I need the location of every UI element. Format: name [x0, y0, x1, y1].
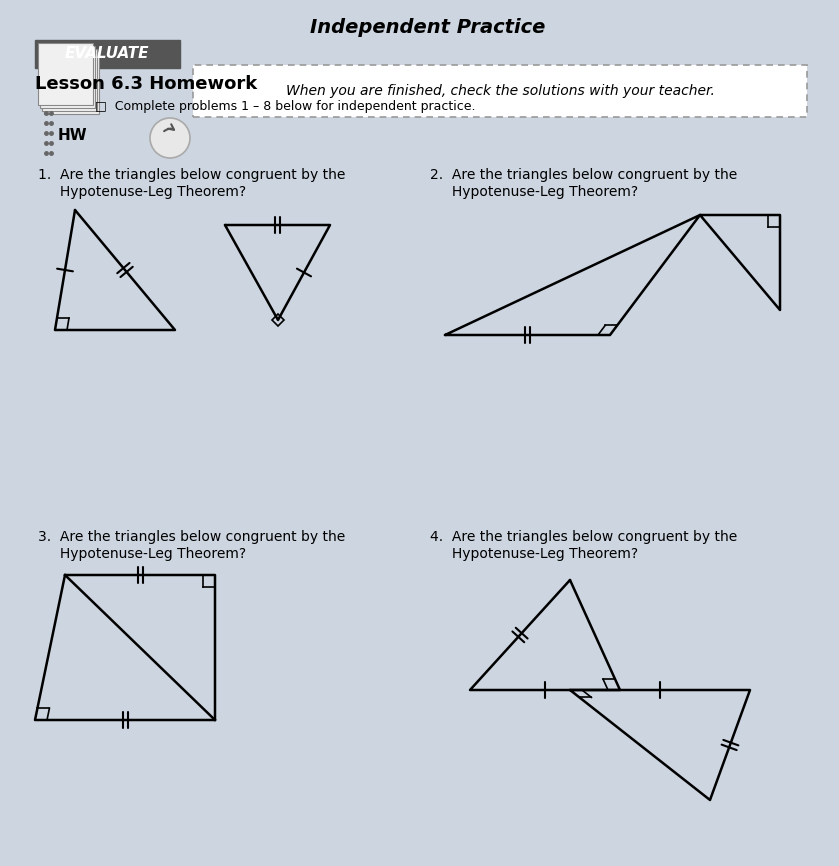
- Text: 2.  Are the triangles below congruent by the: 2. Are the triangles below congruent by …: [430, 168, 737, 182]
- FancyBboxPatch shape: [42, 49, 97, 111]
- Text: HW: HW: [57, 127, 86, 143]
- Text: 1.  Are the triangles below congruent by the: 1. Are the triangles below congruent by …: [38, 168, 346, 182]
- FancyBboxPatch shape: [40, 46, 95, 108]
- Text: When you are finished, check the solutions with your teacher.: When you are finished, check the solutio…: [285, 84, 715, 98]
- Text: Hypotenuse-Leg Theorem?: Hypotenuse-Leg Theorem?: [38, 185, 246, 199]
- Text: 3.  Are the triangles below congruent by the: 3. Are the triangles below congruent by …: [38, 530, 346, 544]
- Text: Hypotenuse-Leg Theorem?: Hypotenuse-Leg Theorem?: [38, 547, 246, 561]
- FancyBboxPatch shape: [38, 43, 93, 105]
- FancyBboxPatch shape: [35, 40, 180, 68]
- Text: Lesson 6.3 Homework: Lesson 6.3 Homework: [35, 75, 258, 93]
- Circle shape: [150, 118, 190, 158]
- Text: EVALUATE: EVALUATE: [65, 47, 149, 61]
- Text: 4.  Are the triangles below congruent by the: 4. Are the triangles below congruent by …: [430, 530, 737, 544]
- FancyBboxPatch shape: [44, 52, 99, 114]
- FancyBboxPatch shape: [193, 65, 807, 117]
- Text: Hypotenuse-Leg Theorem?: Hypotenuse-Leg Theorem?: [430, 185, 638, 199]
- Text: □  Complete problems 1 – 8 below for independent practice.: □ Complete problems 1 – 8 below for inde…: [95, 100, 476, 113]
- Text: Independent Practice: Independent Practice: [310, 18, 545, 37]
- Text: Hypotenuse-Leg Theorem?: Hypotenuse-Leg Theorem?: [430, 547, 638, 561]
